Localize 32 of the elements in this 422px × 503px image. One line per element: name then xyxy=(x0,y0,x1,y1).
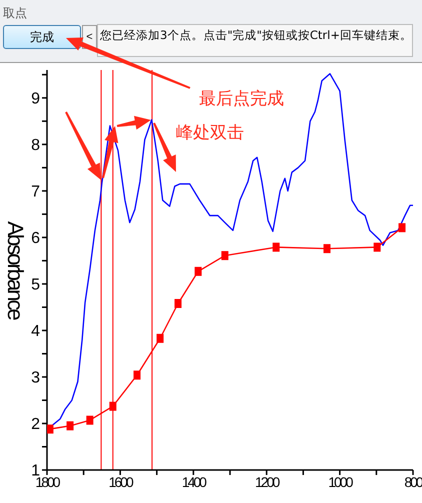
y-tick-label: 6 xyxy=(31,230,40,248)
annotation: 峰处双击 xyxy=(176,122,244,144)
y-tick-label: 2 xyxy=(31,416,40,434)
y-tick-label: 7 xyxy=(31,184,40,201)
text: 完成 xyxy=(3,25,81,49)
point xyxy=(272,242,280,252)
text: 取点 xyxy=(3,5,27,22)
point xyxy=(134,370,141,380)
point xyxy=(374,242,381,252)
x-tick-label: 1200 xyxy=(255,474,280,490)
y-tick-label: 8 xyxy=(31,137,40,154)
x-tick-label: 800 xyxy=(404,474,422,490)
text: < xyxy=(82,25,97,49)
point xyxy=(109,402,116,411)
point xyxy=(66,421,74,430)
x-tick-label: 1600 xyxy=(108,474,134,490)
point xyxy=(221,251,228,260)
point xyxy=(323,244,330,254)
y-tick-label: 4 xyxy=(31,323,40,340)
y-tick-label: 3 xyxy=(31,370,40,387)
point xyxy=(156,334,164,343)
point xyxy=(194,266,202,276)
y-tick-label: 9 xyxy=(31,90,40,108)
point xyxy=(398,223,406,232)
point xyxy=(86,416,94,425)
x-tick-label: 1400 xyxy=(182,474,208,490)
y-tick-label: 5 xyxy=(31,276,40,294)
x-tick-label: 1000 xyxy=(328,474,354,490)
text: 您已经添加3个点。点击"完成"按钮或按Ctrl+回车键结束。 xyxy=(97,24,413,57)
annotation: 最后点完成 xyxy=(199,88,284,110)
y-axis-title: Absorbance xyxy=(3,221,28,320)
point xyxy=(174,298,182,308)
